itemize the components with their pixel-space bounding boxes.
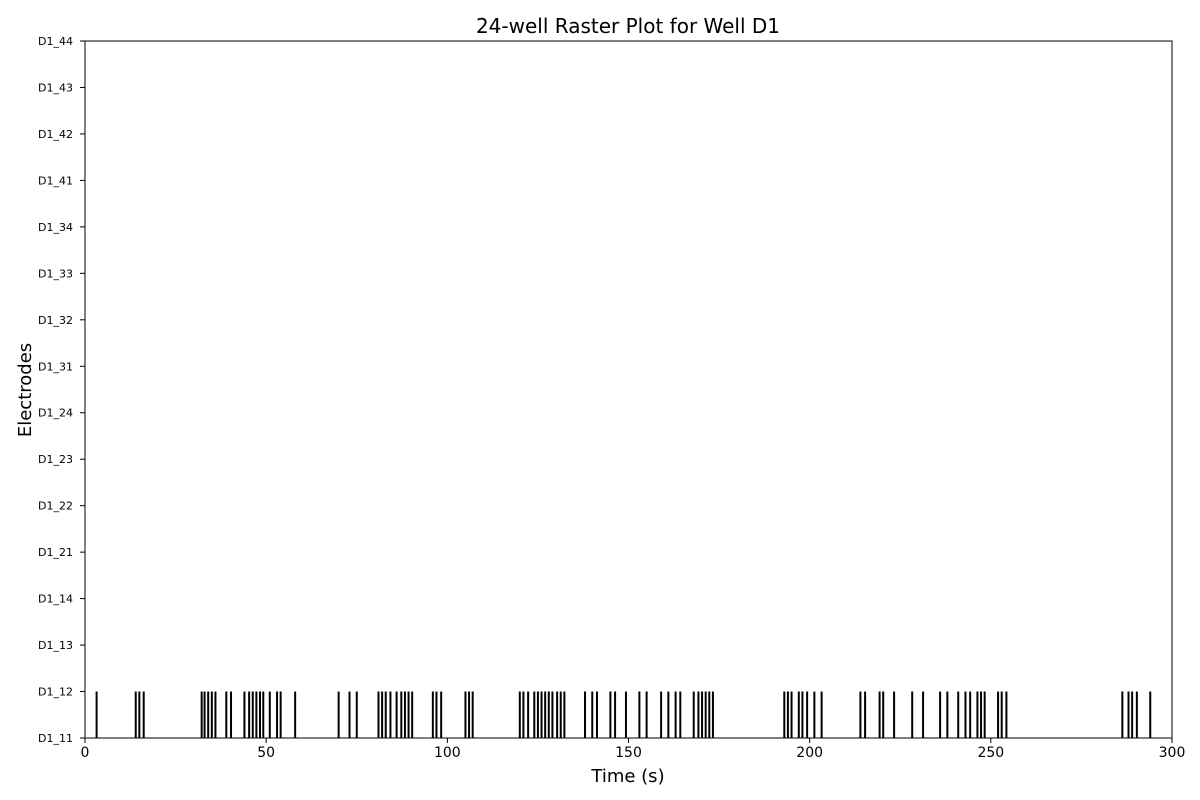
y-tick-label: D1_11: [38, 732, 73, 745]
x-tick-label: 150: [615, 745, 642, 761]
y-tick-label: D1_33: [38, 267, 73, 280]
y-tick-label: D1_31: [38, 360, 73, 373]
x-tick-label: 200: [796, 745, 823, 761]
x-tick-label: 300: [1159, 745, 1186, 761]
y-tick-label: D1_24: [38, 407, 73, 420]
y-tick-label: D1_34: [38, 221, 73, 234]
y-axis-ticks: D1_11 D1_12 D1_13 D1_14 D1_21 D1_22 D1_23 D1_24…: [38, 35, 85, 745]
x-axis-ticks: 0 50 100 150 200 250 300: [81, 738, 1186, 761]
y-tick-label: D1_21: [38, 546, 73, 559]
x-tick-label: 50: [257, 745, 275, 761]
y-tick-label: D1_14: [38, 593, 73, 606]
y-tick-label: D1_43: [38, 81, 73, 94]
y-tick-label: D1_32: [38, 314, 73, 327]
y-tick-label: D1_22: [38, 500, 73, 513]
x-tick-label: 100: [434, 745, 461, 761]
y-tick-label: D1_12: [38, 686, 73, 699]
x-tick-label: 250: [977, 745, 1004, 761]
y-tick-label: D1_13: [38, 639, 73, 652]
chart-title: 24-well Raster Plot for Well D1: [476, 14, 780, 38]
y-tick-label: D1_41: [38, 174, 73, 187]
y-tick-label: D1_42: [38, 128, 73, 141]
x-axis-label: Time (s): [590, 766, 664, 787]
spike-marks: [95, 691, 1152, 738]
plot-frame: [84, 40, 1173, 739]
x-tick-label: 0: [81, 745, 90, 761]
y-tick-label: D1_44: [38, 35, 73, 48]
y-axis-label: Electrodes: [15, 343, 36, 437]
y-tick-label: D1_23: [38, 453, 73, 466]
